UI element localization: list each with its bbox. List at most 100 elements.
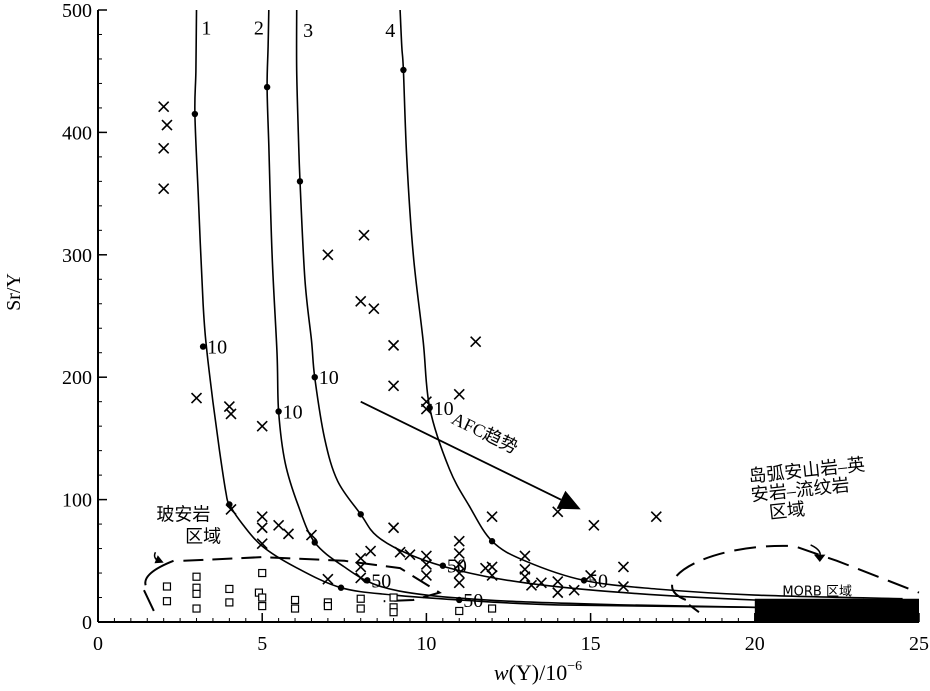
x-tick-label: 5 — [257, 633, 267, 655]
square-sample-point — [192, 589, 201, 598]
x-axis-label-exponent: −6 — [567, 659, 582, 674]
square-sample-point — [356, 604, 365, 613]
y-tick-label: 300 — [62, 245, 92, 267]
curve-2-melt-marker — [275, 408, 282, 415]
axis-labels: Sr/Y w(Y)/10−6 — [3, 273, 582, 685]
square-sample-point — [225, 598, 234, 607]
cross-sample-point — [387, 522, 400, 534]
curve-1-melt-marker — [337, 584, 345, 591]
afc-trend-arrow-head — [556, 490, 581, 510]
cross-sample-point — [420, 403, 432, 415]
cross-sample-point — [365, 545, 377, 557]
curve-4-melt-marker — [400, 66, 407, 74]
curve-1-melt-label: 50 — [463, 590, 483, 612]
cross-sample-point — [355, 552, 367, 564]
boninite-label-line2: 区域 — [185, 526, 221, 546]
square-sample-point — [290, 604, 300, 613]
y-axis-label: Sr/Y — [3, 273, 25, 311]
x-tick-label: 20 — [745, 633, 765, 655]
x-tick-label: 10 — [416, 633, 436, 655]
cross-sample-point — [585, 569, 597, 582]
cross-sample-point — [223, 401, 235, 413]
cross-sample-point — [486, 561, 498, 573]
cross-sample-point — [420, 558, 432, 571]
cross-sample-point — [453, 558, 465, 571]
curve-1-melt-marker — [191, 110, 199, 118]
x-tick-label: 0 — [93, 633, 103, 655]
curve-4-label: 4 — [385, 20, 395, 42]
cross-sample-point — [650, 511, 662, 523]
cross-sample-point — [161, 119, 173, 131]
curve-2-label: 2 — [254, 17, 264, 39]
cross-sample-point — [420, 569, 432, 582]
cross-sample-point — [355, 561, 367, 573]
cross-sample-point — [225, 503, 237, 515]
curve-2-melt-marker — [311, 539, 318, 546]
cross-sample-point — [535, 577, 547, 589]
curve-4-melt-marker — [488, 538, 496, 545]
cross-sample-point — [588, 519, 600, 531]
curve-3-label: 3 — [303, 20, 313, 42]
cross-sample-point — [387, 339, 400, 351]
curve-1-melt-label: 10 — [207, 337, 227, 359]
curve-2-melt-marker — [263, 83, 271, 91]
cross-sample-point — [453, 577, 465, 589]
cross-sample-point — [322, 573, 334, 585]
curve-4-melt-marker — [439, 562, 447, 569]
cross-sample-point — [453, 567, 465, 579]
cross-sample-point — [552, 576, 564, 588]
cross-sample-point — [256, 511, 268, 523]
curve-3-melt-marker — [296, 178, 304, 185]
cross-sample-point — [305, 529, 318, 541]
cross-sample-point — [453, 388, 465, 400]
melting-curve-4 — [399, 9, 903, 600]
cross-sample-point — [158, 183, 170, 195]
square-sample-point — [389, 593, 398, 602]
cross-sample-point — [256, 522, 268, 534]
boninite-region-left-edge — [143, 559, 174, 612]
curve-3-melt-marker — [311, 374, 318, 381]
square-sample-point — [192, 604, 201, 613]
cross-sample-point — [519, 571, 531, 583]
cross-sample-point — [355, 572, 367, 584]
island-arc-label-line3: 区域 — [768, 499, 806, 523]
cross-sample-point — [470, 336, 482, 348]
y-tick-label: 100 — [62, 490, 92, 512]
curve-2-melt-label: 10 — [283, 401, 303, 423]
x-tick-label: 15 — [581, 633, 601, 655]
curve-4-melt-label: 10 — [434, 398, 454, 420]
cross-sample-point — [256, 538, 268, 550]
square-sample-point — [487, 604, 497, 613]
island-arc-region-boundary — [671, 544, 920, 601]
cross-sample-point — [525, 579, 538, 591]
cross-sample-point — [256, 420, 268, 432]
cross-sample-point — [225, 408, 237, 420]
cross-sample-point — [453, 535, 465, 547]
boninite-region-boundary — [183, 556, 442, 603]
square-sample-point — [455, 606, 464, 616]
curve-3-melt-label: 50 — [371, 570, 391, 592]
y-tick-label: 500 — [62, 0, 92, 22]
y-tick-label: 200 — [62, 367, 92, 389]
curve-4-melt-label: 50 — [588, 570, 608, 592]
curve-3-melt-label: 10 — [319, 367, 339, 389]
square-sample-point — [290, 595, 300, 605]
x-axis-label-main: (Y)/10 — [509, 660, 568, 685]
y-tick-label: 0 — [82, 612, 92, 634]
curve-1-melt-marker — [199, 343, 207, 350]
island-arc-pointer-head — [813, 554, 826, 563]
melting-curve-2 — [266, 9, 903, 611]
square-sample-point — [162, 582, 172, 591]
x-tick-label: 25 — [909, 633, 929, 655]
annotations: AFC趋势 — [360, 400, 581, 510]
square-sample-point — [192, 572, 201, 581]
cross-sample-point — [486, 569, 498, 582]
cross-sample-point — [158, 101, 170, 113]
cross-sample-point — [282, 528, 295, 540]
square-sample-point — [389, 608, 398, 617]
cross-sample-point — [404, 549, 416, 561]
